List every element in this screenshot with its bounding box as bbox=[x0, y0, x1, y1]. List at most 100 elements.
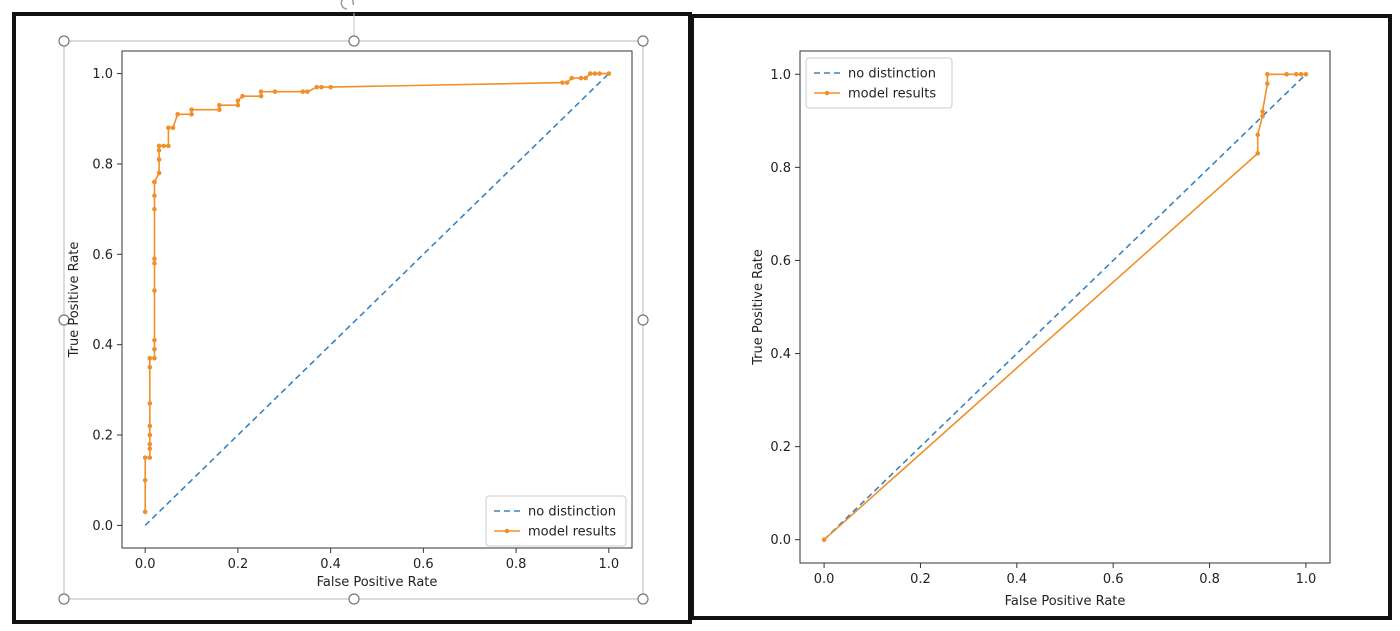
right-roc-chart: 0.0 0.2 0.4 0.6 0.8 1.0 0.0 0.2 0.4 0.6 0.8 1.0 Fals… bbox=[751, 50, 1331, 609]
series-point-model-results bbox=[152, 337, 157, 343]
series-point-model-results bbox=[560, 80, 565, 85]
resize-handle-right[interactable] bbox=[637, 314, 649, 326]
x-tick-label: 1.0 bbox=[1296, 572, 1317, 587]
series-point-model-results bbox=[1260, 113, 1265, 119]
y-tick-label: 0.0 bbox=[770, 533, 791, 548]
y-tick-label: 1.0 bbox=[770, 68, 791, 83]
series-point-model-results bbox=[1255, 151, 1261, 156]
x-tick-label: 0.8 bbox=[1199, 572, 1220, 587]
y-tick-label: 0.8 bbox=[92, 157, 113, 172]
selection-frame[interactable] bbox=[58, 0, 649, 605]
resize-handle-top[interactable] bbox=[348, 35, 360, 47]
x-tick-label: 0.8 bbox=[506, 557, 527, 572]
series-point-model-results bbox=[166, 125, 171, 131]
series-point-model-results bbox=[175, 111, 180, 117]
series-point-model-results bbox=[821, 537, 827, 543]
x-tick-label: 0.4 bbox=[1006, 572, 1027, 587]
y-tick-label: 1.0 bbox=[92, 67, 113, 82]
series-point-model-results bbox=[587, 71, 593, 76]
series-point-model-results bbox=[305, 89, 310, 94]
series-line-no-distinction bbox=[144, 73, 610, 526]
series-point-model-results bbox=[147, 423, 153, 429]
y-tick-label: 0.8 bbox=[770, 161, 791, 176]
series-point-model-results bbox=[1284, 71, 1289, 77]
axes-frame bbox=[121, 50, 633, 549]
series-point-model-results bbox=[217, 102, 222, 108]
legend-marker-model-results bbox=[504, 528, 510, 534]
series-point-model-results bbox=[156, 170, 162, 176]
series-point-model-results bbox=[272, 89, 278, 94]
plot-area: 0.0 0.2 0.4 0.6 0.8 1.0 0.0 0.2 0.4 0.6 0.8 1.0 Fals… bbox=[751, 50, 1331, 609]
series-point-model-results bbox=[161, 143, 167, 149]
x-tick-label: 0.4 bbox=[320, 557, 341, 572]
series-point-model-results bbox=[319, 84, 324, 90]
series-point-model-results bbox=[217, 107, 222, 113]
series-point-model-results bbox=[147, 401, 153, 406]
y-tick-label: 0.2 bbox=[770, 440, 791, 455]
series-point-model-results bbox=[235, 102, 241, 108]
x-axis-label: False Positive Rate bbox=[1005, 594, 1126, 609]
x-axis-label: False Positive Rate bbox=[317, 575, 438, 590]
series-point-model-results bbox=[569, 75, 575, 81]
legend-label-model-results: model results bbox=[848, 87, 936, 102]
resize-handle-top-right[interactable] bbox=[637, 35, 649, 47]
legend-label-no-distinction: no distinction bbox=[848, 67, 936, 82]
series-point-model-results bbox=[578, 75, 584, 81]
series-point-model-results bbox=[314, 84, 320, 90]
resize-handle-bottom-left[interactable] bbox=[58, 593, 70, 605]
legend-marker-model-results bbox=[824, 90, 830, 96]
axes-frame bbox=[799, 50, 1331, 564]
resize-handle-left[interactable] bbox=[58, 314, 70, 326]
series-point-model-results bbox=[189, 107, 194, 113]
y-axis-label: True Positive Rate bbox=[751, 249, 766, 366]
series-point-model-results bbox=[592, 71, 598, 76]
resize-handle-top-left[interactable] bbox=[58, 35, 70, 47]
series-point-model-results bbox=[142, 477, 148, 483]
series-point-model-results bbox=[166, 143, 171, 149]
series-line-no-distinction bbox=[823, 73, 1307, 541]
series-point-model-results bbox=[606, 71, 612, 76]
series-point-model-results bbox=[597, 71, 602, 76]
rotate-handle-icon[interactable] bbox=[340, 0, 355, 10]
series-point-model-results bbox=[156, 157, 162, 162]
series-point-model-results bbox=[152, 206, 157, 212]
x-tick-label: 0.2 bbox=[228, 557, 249, 572]
series-point-model-results bbox=[147, 455, 153, 460]
series-point-model-results bbox=[258, 93, 264, 99]
y-tick-label: 0.4 bbox=[92, 338, 113, 353]
series-point-model-results bbox=[152, 261, 157, 266]
plot-area: 0.0 0.2 0.4 0.6 0.8 1.0 0.0 0.2 0.4 0.6 0.8 1.0 Fals… bbox=[67, 50, 633, 590]
series-point-model-results bbox=[147, 364, 153, 370]
series-point-model-results bbox=[258, 89, 264, 94]
series-point-model-results bbox=[147, 355, 153, 361]
x-tick-label: 0.2 bbox=[910, 572, 931, 587]
series-point-model-results bbox=[147, 441, 153, 447]
series-point-model-results bbox=[147, 432, 153, 438]
series-point-model-results bbox=[152, 346, 157, 352]
left-roc-chart: 0.0 0.2 0.4 0.6 0.8 1.0 0.0 0.2 0.4 0.6 0.8 1.0 Fals… bbox=[58, 0, 649, 605]
y-axis-label: True Positive Rate bbox=[67, 242, 82, 359]
legend-label-no-distinction: no distinction bbox=[528, 505, 616, 520]
y-tick-label: 0.6 bbox=[92, 248, 113, 263]
series-point-model-results bbox=[328, 84, 333, 90]
series-point-model-results bbox=[235, 98, 241, 103]
series-line-model-results bbox=[144, 72, 609, 512]
series-point-model-results bbox=[142, 455, 148, 460]
series-point-model-results bbox=[142, 509, 148, 515]
series-point-model-results bbox=[147, 446, 153, 451]
resize-handle-bottom[interactable] bbox=[348, 593, 360, 605]
series-point-model-results bbox=[300, 89, 306, 94]
y-tick-label: 0.6 bbox=[770, 254, 791, 269]
right-chart-panel: 0.0 0.2 0.4 0.6 0.8 1.0 0.0 0.2 0.4 0.6 0.8 1.0 Fals… bbox=[690, 14, 1392, 620]
series-point-model-results bbox=[152, 288, 157, 293]
x-tick-label: 0.6 bbox=[413, 557, 434, 572]
series-point-model-results bbox=[583, 75, 588, 81]
series-point-model-results bbox=[240, 93, 245, 99]
y-tick-label: 0.4 bbox=[770, 347, 791, 362]
x-tick-label: 0.0 bbox=[814, 572, 835, 587]
resize-handle-bottom-right[interactable] bbox=[637, 593, 649, 605]
y-tick-label: 0.0 bbox=[92, 519, 113, 534]
series-point-model-results bbox=[170, 125, 176, 131]
series-point-model-results bbox=[152, 256, 157, 262]
series-point-model-results bbox=[152, 355, 157, 361]
